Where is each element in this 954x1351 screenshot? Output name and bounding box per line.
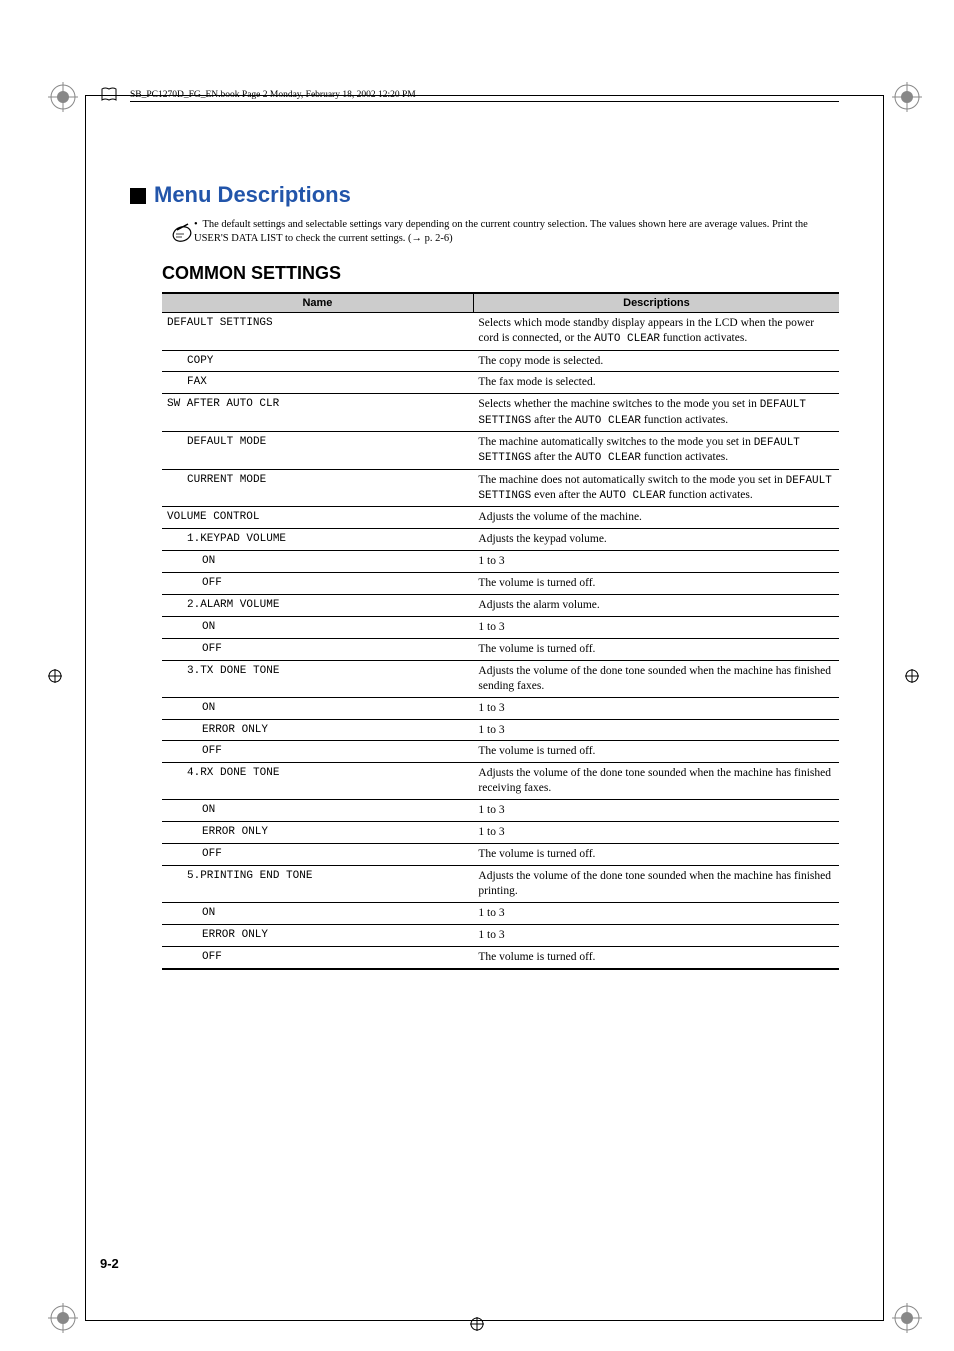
setting-name: ON [162, 902, 473, 924]
setting-desc: 1 to 3 [473, 697, 839, 719]
table-row: ON1 to 3 [162, 616, 839, 638]
setting-name: FAX [162, 372, 473, 394]
crosshair-icon [905, 669, 919, 683]
registration-mark-icon [48, 82, 78, 112]
setting-name: OFF [162, 638, 473, 660]
setting-desc: 1 to 3 [473, 551, 839, 573]
setting-name: ON [162, 551, 473, 573]
table-row: ON1 to 3 [162, 902, 839, 924]
table-row: ERROR ONLY1 to 3 [162, 822, 839, 844]
setting-desc: Adjusts the volume of the done tone soun… [473, 763, 839, 800]
table-row: 4.RX DONE TONEAdjusts the volume of the … [162, 763, 839, 800]
setting-name: 5.PRINTING END TONE [162, 866, 473, 903]
registration-mark-icon [48, 1303, 78, 1333]
setting-name: ERROR ONLY [162, 924, 473, 946]
setting-name: 1.KEYPAD VOLUME [162, 529, 473, 551]
registration-mark-icon [892, 1303, 922, 1333]
setting-name: 2.ALARM VOLUME [162, 594, 473, 616]
setting-desc: 1 to 3 [473, 719, 839, 741]
setting-name: ON [162, 616, 473, 638]
setting-desc: 1 to 3 [473, 822, 839, 844]
bottom-rule [85, 1320, 884, 1321]
setting-desc: Adjusts the volume of the machine. [473, 507, 839, 529]
page: SB_PC1270D_FG_EN.book Page 2 Monday, Feb… [0, 0, 954, 1351]
book-header: SB_PC1270D_FG_EN.book Page 2 Monday, Feb… [130, 90, 839, 102]
table-row: FAXThe fax mode is selected. [162, 372, 839, 394]
setting-name: DEFAULT SETTINGS [162, 313, 473, 350]
registration-mark-icon [892, 82, 922, 112]
setting-name: OFF [162, 572, 473, 594]
setting-desc: Adjusts the alarm volume. [473, 594, 839, 616]
setting-desc: The volume is turned off. [473, 946, 839, 968]
table-row: 2.ALARM VOLUMEAdjusts the alarm volume. [162, 594, 839, 616]
page-title: Menu Descriptions [130, 182, 839, 208]
setting-name: 4.RX DONE TONE [162, 763, 473, 800]
table-row: ON1 to 3 [162, 800, 839, 822]
setting-desc: The volume is turned off. [473, 638, 839, 660]
crosshair-icon [48, 669, 62, 683]
setting-desc: The fax mode is selected. [473, 372, 839, 394]
section-heading: COMMON SETTINGS [162, 263, 839, 284]
table-row: ON1 to 3 [162, 551, 839, 573]
setting-name: ON [162, 697, 473, 719]
setting-name: DEFAULT MODE [162, 431, 473, 469]
table-row: CURRENT MODEThe machine does not automat… [162, 469, 839, 507]
table-row: ERROR ONLY1 to 3 [162, 924, 839, 946]
left-rule [85, 95, 86, 1321]
table-row: OFFThe volume is turned off. [162, 741, 839, 763]
table-row: OFFThe volume is turned off. [162, 946, 839, 968]
setting-desc: The volume is turned off. [473, 741, 839, 763]
note-block: • The default settings and selectable se… [170, 218, 839, 245]
setting-name: OFF [162, 741, 473, 763]
table-row: OFFThe volume is turned off. [162, 572, 839, 594]
settings-table: NameDescriptions DEFAULT SETTINGSSelects… [162, 292, 839, 970]
table-row: 5.PRINTING END TONEAdjusts the volume of… [162, 866, 839, 903]
col-name: Name [162, 293, 473, 313]
setting-name: CURRENT MODE [162, 469, 473, 507]
setting-desc: The machine does not automatically switc… [473, 469, 839, 507]
table-row: COPYThe copy mode is selected. [162, 350, 839, 372]
table-row: DEFAULT SETTINGSSelects which mode stand… [162, 313, 839, 350]
setting-desc: The machine automatically switches to th… [473, 431, 839, 469]
setting-desc: Adjusts the keypad volume. [473, 529, 839, 551]
book-icon [100, 86, 118, 104]
table-row: SW AFTER AUTO CLRSelects whether the mac… [162, 394, 839, 432]
setting-name: ON [162, 800, 473, 822]
page-number: 9-2 [100, 1256, 119, 1271]
setting-desc: The volume is turned off. [473, 572, 839, 594]
table-row: VOLUME CONTROLAdjusts the volume of the … [162, 507, 839, 529]
setting-desc: 1 to 3 [473, 800, 839, 822]
setting-desc: The volume is turned off. [473, 844, 839, 866]
setting-name: COPY [162, 350, 473, 372]
setting-desc: Adjusts the volume of the done tone soun… [473, 866, 839, 903]
setting-name: OFF [162, 946, 473, 968]
setting-name: SW AFTER AUTO CLR [162, 394, 473, 432]
setting-name: ERROR ONLY [162, 719, 473, 741]
table-row: OFFThe volume is turned off. [162, 638, 839, 660]
content: SB_PC1270D_FG_EN.book Page 2 Monday, Feb… [130, 90, 839, 1261]
setting-desc: 1 to 3 [473, 902, 839, 924]
setting-desc: Selects which mode standby display appea… [473, 313, 839, 350]
setting-name: VOLUME CONTROL [162, 507, 473, 529]
table-row: 1.KEYPAD VOLUMEAdjusts the keypad volume… [162, 529, 839, 551]
note-icon [170, 220, 194, 244]
setting-desc: Selects whether the machine switches to … [473, 394, 839, 432]
table-row: ERROR ONLY1 to 3 [162, 719, 839, 741]
setting-desc: Adjusts the volume of the done tone soun… [473, 660, 839, 697]
setting-desc: 1 to 3 [473, 616, 839, 638]
setting-name: ERROR ONLY [162, 822, 473, 844]
setting-desc: 1 to 3 [473, 924, 839, 946]
square-bullet-icon [130, 188, 146, 204]
right-rule [883, 95, 884, 1321]
table-row: 3.TX DONE TONEAdjusts the volume of the … [162, 660, 839, 697]
col-desc: Descriptions [473, 293, 839, 313]
table-row: ON1 to 3 [162, 697, 839, 719]
table-row: OFFThe volume is turned off. [162, 844, 839, 866]
setting-name: 3.TX DONE TONE [162, 660, 473, 697]
table-row: DEFAULT MODEThe machine automatically sw… [162, 431, 839, 469]
setting-desc: The copy mode is selected. [473, 350, 839, 372]
setting-name: OFF [162, 844, 473, 866]
